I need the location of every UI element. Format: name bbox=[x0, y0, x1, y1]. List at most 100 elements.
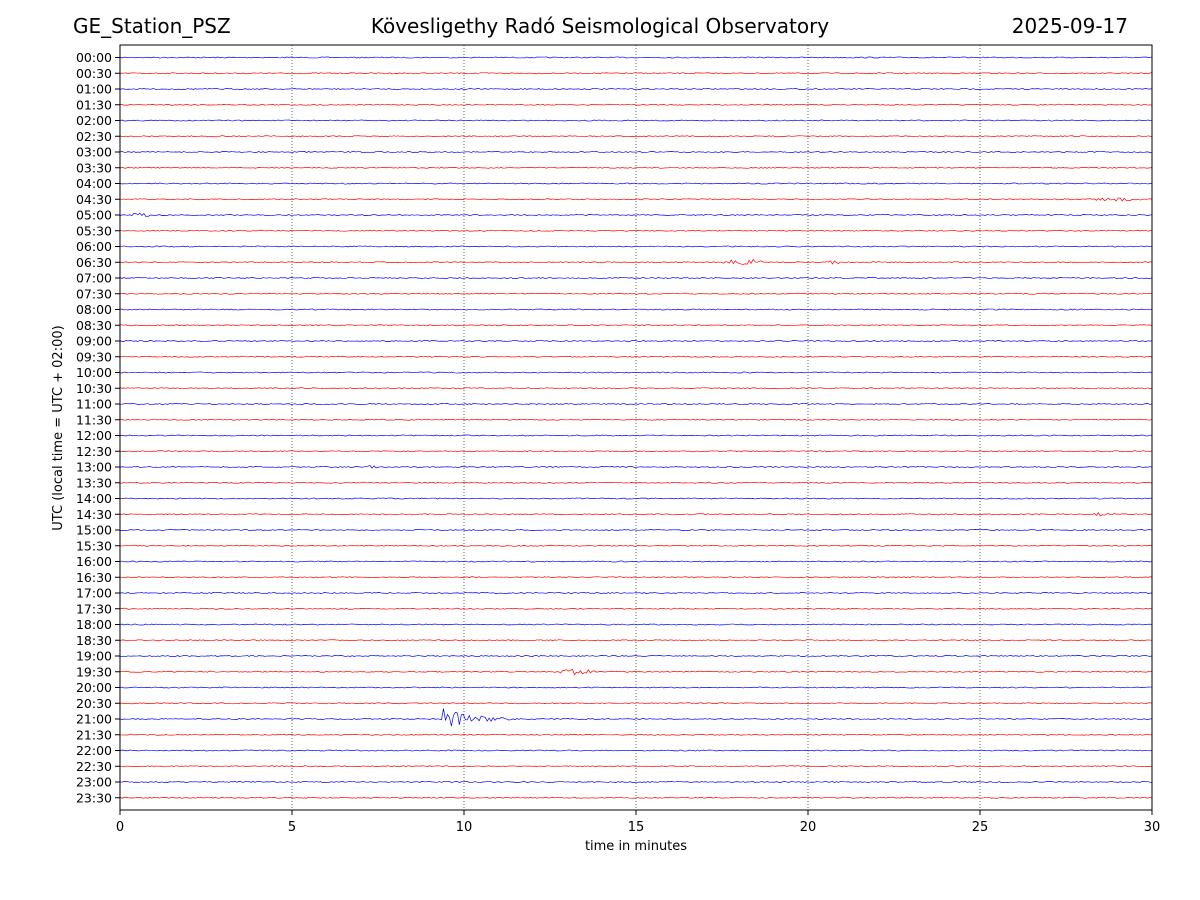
x-axis-ticks: 0 5 10 15 20 25 30 bbox=[116, 810, 1160, 835]
trace-1630 bbox=[119, 576, 1153, 579]
y-tick-label: 08:00 bbox=[76, 302, 112, 317]
x-tick-label: 30 bbox=[1144, 820, 1161, 835]
y-tick-label: 13:30 bbox=[76, 475, 112, 490]
trace-0700 bbox=[119, 277, 1153, 279]
x-tick-label: 5 bbox=[288, 820, 296, 835]
y-tick-label: 06:30 bbox=[76, 255, 112, 270]
trace-2000 bbox=[119, 686, 1153, 689]
trace-0230 bbox=[119, 135, 1153, 138]
y-tick-label: 04:00 bbox=[76, 176, 112, 191]
trace-0930 bbox=[119, 355, 1153, 358]
trace-1700 bbox=[119, 592, 1153, 594]
x-tick-label: 25 bbox=[972, 820, 989, 835]
y-tick-label: 12:00 bbox=[76, 428, 112, 443]
trace-2100 bbox=[119, 708, 1153, 727]
y-tick-label: 00:30 bbox=[76, 66, 112, 81]
y-tick-label: 01:30 bbox=[76, 97, 112, 112]
trace-0900 bbox=[119, 340, 1153, 342]
x-tick-label: 15 bbox=[628, 820, 645, 835]
trace-0330 bbox=[119, 166, 1153, 169]
y-tick-label: 14:30 bbox=[76, 507, 112, 522]
trace-1730 bbox=[119, 607, 1153, 610]
y-tick-label: 04:30 bbox=[76, 192, 112, 207]
trace-1100 bbox=[119, 403, 1153, 405]
trace-0300 bbox=[119, 151, 1153, 153]
trace-1230 bbox=[119, 450, 1153, 453]
y-tick-label: 06:00 bbox=[76, 239, 112, 254]
trace-0800 bbox=[119, 308, 1153, 311]
trace-1830 bbox=[119, 639, 1153, 642]
y-tick-label: 09:00 bbox=[76, 334, 112, 349]
y-tick-label: 17:00 bbox=[76, 586, 112, 601]
trace-1930 bbox=[119, 668, 1153, 676]
grid-lines bbox=[291, 45, 981, 810]
y-tick-label: 13:00 bbox=[76, 460, 112, 475]
y-tick-label: 15:00 bbox=[76, 523, 112, 538]
y-tick-label: 19:00 bbox=[76, 649, 112, 664]
trace-2030 bbox=[119, 702, 1153, 705]
x-tick-label: 0 bbox=[116, 820, 124, 835]
y-axis-label: UTC (local time = UTC + 02:00) bbox=[51, 325, 66, 530]
x-axis-label: time in minutes bbox=[585, 839, 687, 854]
y-tick-label: 20:30 bbox=[76, 696, 112, 711]
trace-0400 bbox=[119, 182, 1153, 185]
y-tick-label: 21:00 bbox=[76, 712, 112, 727]
trace-2230 bbox=[119, 765, 1153, 768]
trace-1300 bbox=[119, 465, 1153, 469]
trace-0530 bbox=[119, 229, 1153, 232]
trace-0600 bbox=[119, 245, 1153, 248]
y-tick-label: 03:30 bbox=[76, 160, 112, 175]
trace-2300 bbox=[119, 781, 1153, 783]
y-tick-label: 20:00 bbox=[76, 680, 112, 695]
y-tick-label: 11:30 bbox=[76, 412, 112, 427]
trace-1430 bbox=[119, 512, 1153, 517]
trace-0830 bbox=[119, 324, 1153, 327]
y-tick-label: 05:30 bbox=[76, 223, 112, 238]
y-tick-label: 02:30 bbox=[76, 129, 112, 144]
x-tick-label: 10 bbox=[456, 820, 473, 835]
trace-0730 bbox=[119, 292, 1153, 295]
trace-0000 bbox=[119, 56, 1153, 59]
y-tick-label: 07:00 bbox=[76, 271, 112, 286]
y-tick-label: 00:00 bbox=[76, 50, 112, 65]
y-tick-label: 14:00 bbox=[76, 491, 112, 506]
trace-2130 bbox=[119, 733, 1153, 736]
trace-1800 bbox=[119, 623, 1153, 626]
trace-2330 bbox=[119, 796, 1153, 799]
y-tick-label: 19:30 bbox=[76, 664, 112, 679]
trace-0200 bbox=[119, 119, 1153, 122]
trace-0430 bbox=[119, 197, 1153, 202]
trace-0030 bbox=[119, 72, 1153, 75]
trace-2200 bbox=[119, 749, 1153, 752]
y-tick-label: 15:30 bbox=[76, 538, 112, 553]
y-tick-label: 03:00 bbox=[76, 145, 112, 160]
trace-1030 bbox=[119, 387, 1153, 390]
y-tick-label: 18:00 bbox=[76, 617, 112, 632]
seismic-traces bbox=[119, 56, 1153, 799]
y-tick-label: 21:30 bbox=[76, 727, 112, 742]
y-tick-label: 22:30 bbox=[76, 759, 112, 774]
trace-1000 bbox=[119, 371, 1153, 374]
observatory-title: Kövesligethy Radó Seismological Observat… bbox=[370, 14, 830, 38]
trace-1130 bbox=[119, 418, 1153, 421]
y-axis-ticks: 00:0000:3001:0001:3002:0002:3003:0003:30… bbox=[76, 50, 120, 805]
y-tick-label: 23:00 bbox=[76, 775, 112, 790]
y-tick-label: 09:30 bbox=[76, 349, 112, 364]
trace-1330 bbox=[119, 481, 1153, 484]
trace-0500 bbox=[119, 212, 1153, 218]
y-tick-label: 10:00 bbox=[76, 365, 112, 380]
y-tick-label: 10:30 bbox=[76, 381, 112, 396]
y-tick-label: 22:00 bbox=[76, 743, 112, 758]
x-tick-label: 20 bbox=[800, 820, 817, 835]
y-tick-label: 16:30 bbox=[76, 570, 112, 585]
y-tick-label: 17:30 bbox=[76, 601, 112, 616]
y-tick-label: 01:00 bbox=[76, 82, 112, 97]
trace-1400 bbox=[119, 497, 1153, 500]
trace-0630 bbox=[119, 258, 1153, 265]
y-tick-label: 08:30 bbox=[76, 318, 112, 333]
y-tick-label: 05:00 bbox=[76, 208, 112, 223]
trace-1500 bbox=[119, 529, 1153, 531]
trace-0100 bbox=[119, 88, 1153, 90]
station-title: GE_Station_PSZ bbox=[73, 14, 231, 38]
